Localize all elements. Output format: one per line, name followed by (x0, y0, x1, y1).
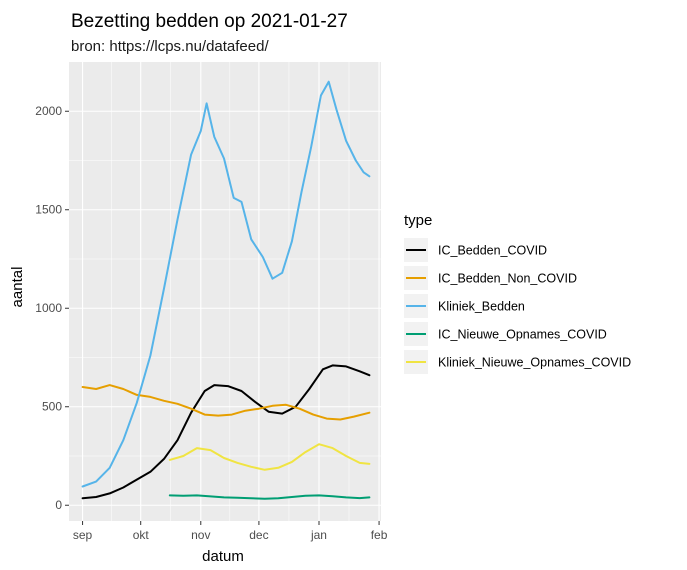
chart-subtitle: bron: https://lcps.nu/datafeed/ (71, 38, 269, 55)
legend-item-ic-bedden-covid: IC_Bedden_COVID (404, 238, 547, 262)
legend-item-ic-bedden-non-covid: IC_Bedden_Non_COVID (404, 266, 577, 290)
x-tick-label: jan (310, 528, 327, 542)
legend-title: type (404, 212, 432, 229)
chart-title: Bezetting bedden op 2021-01-27 (71, 11, 348, 32)
series-line-ic-bedden-non-covid (81, 384, 371, 421)
x-tick-label: okt (133, 528, 150, 542)
y-tick-label: 0 (55, 498, 62, 512)
legend-item-kliniek-nieuwe-opnames-covid: Kliniek_Nieuwe_Opnames_COVID (404, 350, 631, 374)
y-axis-title: aantal (9, 267, 26, 308)
x-tick-label: feb (371, 528, 388, 542)
series-line-ic-nieuwe-opnames-covid (168, 494, 371, 500)
x-tick-label: nov (191, 528, 210, 542)
series-line-kliniek-bedden (81, 80, 371, 488)
series-lines (81, 80, 371, 500)
x-tick-label: sep (73, 528, 93, 542)
legend-label: Kliniek_Bedden (438, 300, 525, 314)
legend-label: Kliniek_Nieuwe_Opnames_COVID (438, 356, 631, 370)
x-axis-title: datum (202, 548, 244, 565)
x-axis-tick-labels: sep okt nov dec jan feb (73, 528, 388, 542)
series-line-ic-bedden-covid (81, 364, 371, 500)
legend-item-kliniek-bedden: Kliniek_Bedden (404, 294, 525, 318)
y-tick-label: 500 (42, 400, 62, 414)
axis-ticks (65, 110, 380, 525)
y-axis-tick-labels: 0 500 1000 1500 2000 (35, 104, 62, 512)
plot-panel (69, 62, 381, 521)
y-tick-label: 1500 (35, 203, 62, 217)
series-line-kliniek-nieuwe-opnames-covid (168, 443, 371, 471)
legend-label: IC_Bedden_COVID (438, 244, 547, 258)
legend: type IC_Bedden_COVID IC_Bedden_Non_COVID K… (404, 212, 631, 374)
x-tick-label: dec (249, 528, 268, 542)
legend-items: IC_Bedden_COVID IC_Bedden_Non_COVID Klinie… (404, 238, 631, 374)
legend-label: IC_Nieuwe_Opnames_COVID (438, 328, 607, 342)
legend-item-ic-nieuwe-opnames-covid: IC_Nieuwe_Opnames_COVID (404, 322, 607, 346)
y-tick-label: 2000 (35, 104, 62, 118)
legend-label: IC_Bedden_Non_COVID (438, 272, 577, 286)
y-tick-label: 1000 (35, 301, 62, 315)
